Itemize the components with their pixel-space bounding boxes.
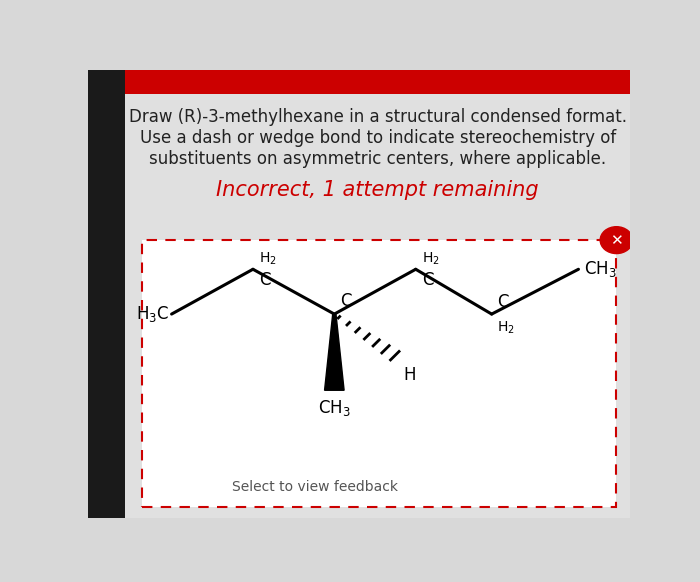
Text: H: H [404,365,416,384]
Text: ✕: ✕ [610,233,623,247]
FancyBboxPatch shape [125,94,630,518]
Text: $\mathregular{H_2}$: $\mathregular{H_2}$ [422,251,440,267]
Text: C: C [260,271,271,289]
Text: $\mathregular{H_2}$: $\mathregular{H_2}$ [260,251,277,267]
Text: $\mathregular{CH_3}$: $\mathregular{CH_3}$ [584,259,617,279]
FancyBboxPatch shape [141,240,617,507]
Polygon shape [325,314,344,391]
Text: C: C [340,293,351,310]
Text: $\mathregular{CH_3}$: $\mathregular{CH_3}$ [318,398,351,418]
Circle shape [600,227,633,254]
FancyBboxPatch shape [88,70,125,518]
Text: Draw (R)-3-methylhexane in a structural condensed format.
Use a dash or wedge bo: Draw (R)-3-methylhexane in a structural … [129,108,626,168]
Text: $\mathregular{H_3C}$: $\mathregular{H_3C}$ [136,304,169,324]
Text: Incorrect, 1 attempt remaining: Incorrect, 1 attempt remaining [216,180,539,200]
FancyBboxPatch shape [125,68,630,94]
Text: Select to view feedback: Select to view feedback [232,480,398,494]
Text: $\mathregular{H_2}$: $\mathregular{H_2}$ [497,320,515,336]
Text: C: C [497,293,509,311]
Text: C: C [422,271,434,289]
